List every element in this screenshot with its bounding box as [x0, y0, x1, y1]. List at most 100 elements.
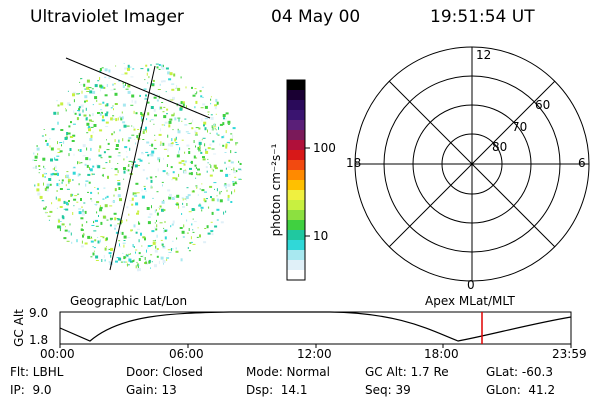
emission-speckle — [186, 203, 188, 206]
emission-speckle — [38, 172, 40, 174]
emission-speckle — [37, 192, 41, 196]
emission-speckle — [90, 120, 94, 122]
emission-speckle — [104, 68, 108, 72]
emission-speckle — [112, 115, 115, 117]
emission-speckle — [83, 232, 85, 236]
emission-speckle — [45, 139, 47, 142]
emission-speckle — [128, 164, 130, 167]
emission-speckle — [150, 106, 154, 109]
emission-speckle — [179, 168, 182, 170]
emission-speckle — [124, 261, 128, 263]
emission-speckle — [225, 117, 227, 121]
emission-speckle — [123, 63, 125, 64]
emission-speckle — [111, 200, 114, 203]
emission-speckle — [85, 183, 87, 187]
emission-speckle — [57, 141, 58, 145]
emission-speckle — [207, 114, 209, 115]
emission-speckle — [72, 93, 75, 97]
emission-speckle — [155, 245, 157, 249]
emission-speckle — [164, 221, 166, 223]
emission-speckle — [200, 206, 204, 209]
emission-speckle — [45, 134, 47, 136]
emission-speckle — [145, 98, 148, 100]
emission-speckle — [72, 167, 76, 169]
emission-speckle — [97, 192, 99, 195]
emission-speckle — [95, 225, 99, 227]
emission-speckle — [179, 227, 183, 229]
emission-speckle — [167, 143, 171, 147]
emission-speckle — [115, 144, 119, 147]
colorbar-cell — [287, 100, 305, 111]
emission-speckle — [103, 254, 105, 258]
emission-speckle — [93, 247, 96, 249]
emission-speckle — [78, 211, 82, 215]
emission-speckle — [101, 259, 103, 262]
colorbar-cell — [287, 120, 305, 131]
emission-speckle — [76, 93, 80, 95]
emission-speckle — [110, 249, 112, 251]
emission-speckle — [41, 200, 44, 202]
emission-speckle — [160, 64, 164, 68]
geographic-image-disc — [30, 57, 242, 272]
glon-field: GLon: 41.2 — [486, 383, 556, 397]
emission-speckle — [122, 85, 125, 88]
emission-speckle — [114, 174, 118, 176]
emission-speckle — [43, 207, 47, 210]
emission-speckle — [137, 129, 140, 130]
emission-speckle — [207, 147, 211, 150]
emission-speckle — [86, 86, 90, 90]
emission-speckle — [156, 234, 158, 238]
emission-speckle — [177, 117, 181, 119]
emission-speckle — [109, 224, 112, 227]
emission-speckle — [106, 149, 110, 151]
emission-speckle — [131, 125, 133, 127]
emission-speckle — [149, 213, 153, 216]
emission-speckle — [82, 109, 84, 113]
emission-speckle — [136, 135, 139, 139]
emission-speckle — [72, 212, 74, 215]
emission-speckle — [72, 134, 76, 137]
emission-speckle — [91, 236, 92, 239]
emission-speckle — [176, 194, 180, 198]
emission-speckle — [96, 187, 99, 190]
emission-speckle — [45, 188, 49, 192]
emission-speckle — [142, 139, 145, 140]
emission-speckle — [141, 152, 144, 154]
emission-speckle — [207, 232, 211, 235]
emission-speckle — [230, 133, 233, 135]
emission-speckle — [185, 131, 189, 133]
emission-speckle — [188, 228, 190, 231]
emission-speckle — [163, 209, 166, 212]
emission-speckle — [85, 157, 89, 161]
emission-speckle — [109, 217, 113, 220]
emission-speckle — [225, 187, 227, 189]
emission-speckle — [211, 168, 213, 170]
emission-speckle — [178, 102, 182, 106]
emission-speckle — [190, 172, 193, 176]
emission-speckle — [88, 87, 92, 89]
emission-speckle — [181, 213, 183, 215]
emission-speckle — [109, 205, 113, 207]
emission-speckle — [119, 243, 120, 247]
emission-speckle — [99, 129, 103, 132]
emission-speckle — [78, 161, 80, 164]
emission-speckle — [91, 200, 93, 202]
emission-speckle — [122, 138, 124, 142]
emission-speckle — [68, 104, 71, 106]
emission-speckle — [166, 172, 168, 175]
emission-speckle — [206, 170, 208, 173]
emission-speckle — [201, 209, 203, 212]
emission-speckle — [132, 244, 134, 247]
emission-speckle — [133, 128, 136, 131]
emission-speckle — [43, 182, 44, 186]
emission-speckle — [119, 231, 121, 235]
emission-speckle — [194, 164, 197, 167]
emission-speckle — [182, 198, 184, 201]
emission-speckle — [112, 105, 114, 107]
emission-speckle — [149, 104, 151, 106]
emission-speckle — [210, 165, 212, 169]
emission-speckle — [114, 227, 116, 230]
emission-speckle — [103, 187, 106, 189]
emission-speckle — [102, 101, 105, 104]
emission-speckle — [112, 118, 116, 120]
